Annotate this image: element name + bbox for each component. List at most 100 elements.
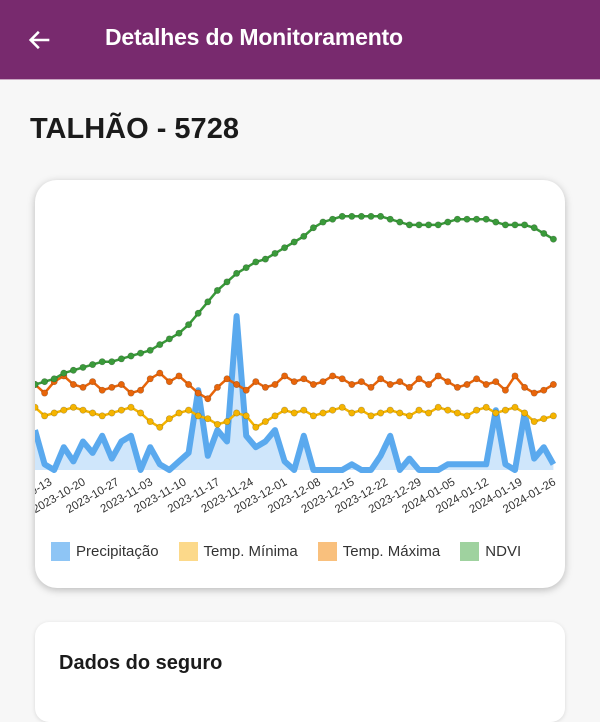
data-point-temp-maxima [204, 395, 212, 403]
data-point-temp-minima [165, 415, 173, 423]
data-point-temp-minima [156, 423, 164, 431]
data-point-temp-maxima [300, 375, 308, 383]
data-point-temp-maxima [271, 381, 279, 389]
data-point-temp-maxima [492, 378, 500, 386]
data-point-temp-minima [425, 409, 433, 417]
data-point-ndvi [137, 349, 145, 357]
data-point-ndvi [357, 212, 365, 220]
data-point-temp-maxima [233, 381, 241, 389]
data-point-temp-minima [146, 418, 154, 426]
data-point-temp-minima [79, 406, 87, 414]
data-point-temp-minima [415, 406, 423, 414]
data-point-temp-minima [329, 406, 337, 414]
data-point-ndvi [511, 221, 519, 229]
legend-item[interactable]: Temp. Máxima [317, 542, 440, 561]
data-point-temp-maxima [69, 381, 77, 389]
data-point-temp-minima [175, 409, 183, 417]
data-point-temp-maxima [252, 378, 260, 386]
data-point-temp-minima [492, 409, 500, 417]
data-point-temp-maxima [453, 383, 461, 391]
series-area-precipitacao [35, 316, 554, 470]
data-point-ndvi [194, 309, 202, 317]
data-point-ndvi [252, 258, 260, 266]
legend-label: Precipitação [76, 543, 159, 560]
data-point-temp-maxima [425, 381, 433, 389]
data-point-temp-maxima [156, 369, 164, 377]
data-point-temp-minima [213, 420, 221, 428]
data-point-ndvi [415, 221, 423, 229]
data-point-temp-maxima [213, 383, 221, 391]
data-point-temp-maxima [338, 375, 346, 383]
data-point-temp-maxima [473, 375, 481, 383]
data-point-ndvi [329, 215, 337, 223]
data-point-ndvi [50, 375, 58, 383]
data-point-ndvi [434, 221, 442, 229]
data-point-temp-maxima [501, 386, 509, 394]
data-point-ndvi [127, 352, 135, 360]
data-point-temp-minima [405, 412, 413, 420]
data-point-ndvi [549, 235, 557, 243]
data-point-ndvi [233, 269, 241, 277]
data-point-ndvi [453, 215, 461, 223]
data-point-temp-minima [501, 406, 509, 414]
data-point-temp-maxima [223, 375, 231, 383]
data-point-ndvi [165, 335, 173, 343]
data-point-ndvi [425, 221, 433, 229]
data-point-temp-maxima [175, 372, 183, 380]
data-point-ndvi [444, 218, 452, 226]
data-point-ndvi [405, 221, 413, 229]
data-point-temp-minima [396, 409, 404, 417]
data-point-ndvi [367, 212, 375, 220]
data-point-ndvi [492, 218, 500, 226]
data-point-temp-minima [185, 406, 193, 414]
data-point-temp-minima [473, 406, 481, 414]
data-point-ndvi [108, 358, 116, 366]
data-point-temp-maxima [434, 372, 442, 380]
data-point-temp-maxima [367, 383, 375, 391]
data-point-temp-minima [233, 409, 241, 417]
monitoring-chart[interactable]: 2023-10-132023-10-202023-10-272023-11-03… [35, 180, 565, 540]
data-point-ndvi [348, 212, 356, 220]
data-point-temp-maxima [89, 378, 97, 386]
data-point-temp-minima [242, 412, 250, 420]
data-point-temp-maxima [377, 375, 385, 383]
app-bar-title: Detalhes do Monitoramento [105, 24, 403, 50]
data-point-temp-minima [348, 409, 356, 417]
data-point-ndvi [473, 215, 481, 223]
data-point-temp-maxima [117, 381, 125, 389]
legend-item[interactable]: Temp. Mínima [178, 542, 298, 561]
data-point-ndvi [79, 363, 87, 371]
data-point-temp-minima [194, 412, 202, 420]
legend-swatch [460, 542, 480, 561]
legend-item[interactable]: NDVI [460, 542, 521, 561]
data-point-ndvi [386, 215, 394, 223]
data-point-temp-minima [50, 409, 58, 417]
data-point-temp-maxima [108, 383, 116, 391]
data-point-temp-minima [252, 423, 260, 431]
data-point-ndvi [35, 381, 39, 388]
data-point-temp-minima [338, 403, 346, 411]
data-point-temp-maxima [319, 378, 327, 386]
arrow-left-icon[interactable] [26, 26, 54, 54]
data-point-ndvi [281, 244, 289, 252]
data-point-temp-maxima [482, 381, 490, 389]
data-point-ndvi [530, 224, 538, 232]
data-point-temp-minima [290, 409, 298, 417]
data-point-temp-minima [309, 412, 317, 420]
data-point-temp-maxima [357, 378, 365, 386]
data-point-ndvi [377, 212, 385, 220]
legend-swatch [178, 542, 198, 561]
data-point-temp-minima [521, 409, 529, 417]
data-point-ndvi [41, 378, 49, 386]
data-point-temp-maxima [405, 383, 413, 391]
legend-item[interactable]: Precipitação [51, 542, 159, 561]
data-point-temp-minima [377, 409, 385, 417]
data-point-temp-maxima [79, 383, 87, 391]
data-point-temp-minima [300, 406, 308, 414]
data-point-temp-maxima [549, 381, 557, 389]
data-point-temp-minima [463, 412, 471, 420]
data-point-temp-maxima [290, 378, 298, 386]
data-point-temp-minima [89, 409, 97, 417]
data-point-ndvi [261, 255, 269, 263]
data-point-temp-maxima [261, 383, 269, 391]
